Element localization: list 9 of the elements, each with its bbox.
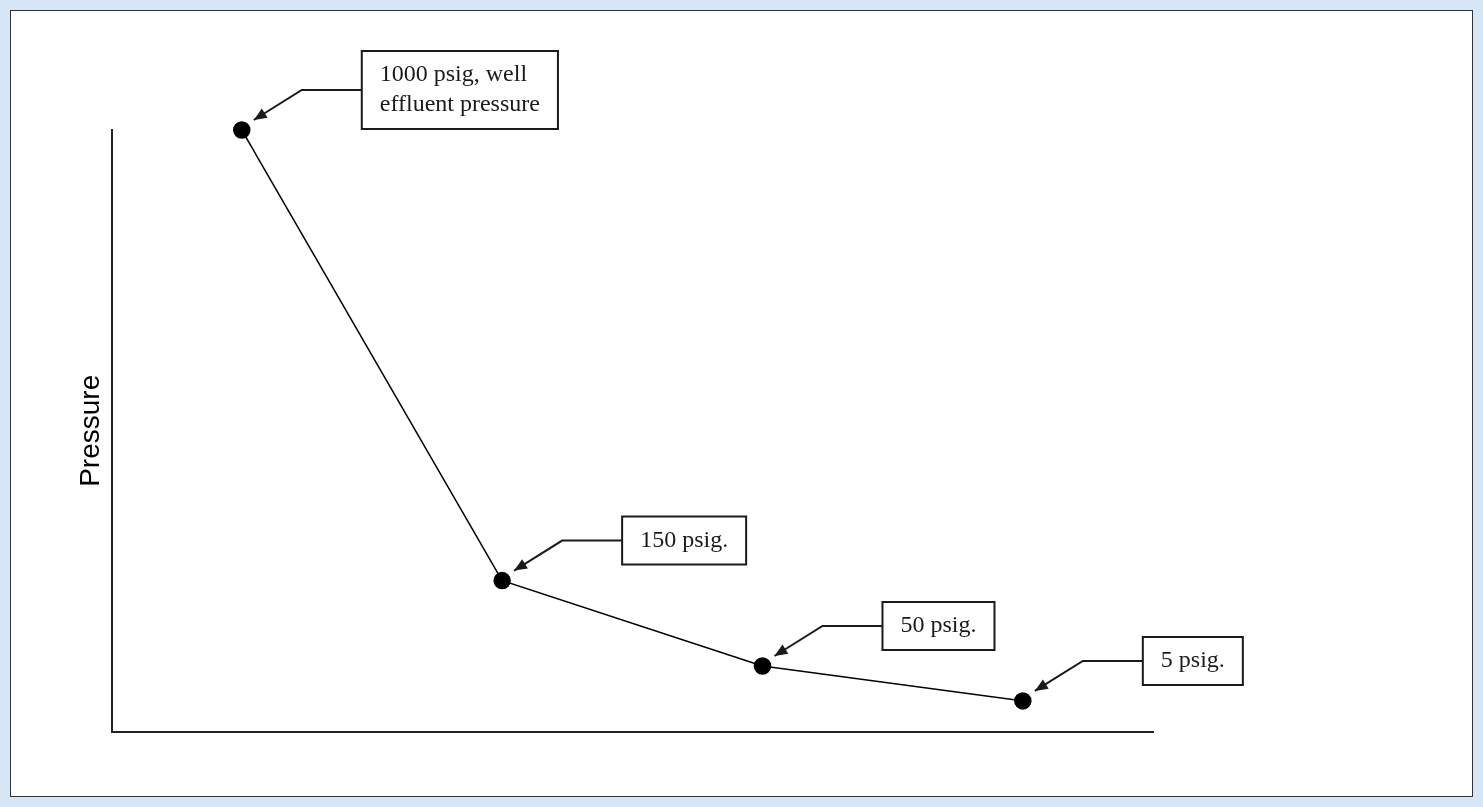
point: [233, 121, 251, 139]
annotation: 50 psig.: [900, 611, 977, 638]
annotation: 150 psig.: [640, 525, 729, 552]
point: [1014, 692, 1032, 710]
y-axis-title: Pressure: [73, 374, 105, 487]
point: [753, 657, 772, 675]
text: 5 psig.: [1160, 646, 1225, 673]
text: 1000 psig, well effluent pressure: [379, 60, 540, 117]
point: [493, 571, 511, 590]
